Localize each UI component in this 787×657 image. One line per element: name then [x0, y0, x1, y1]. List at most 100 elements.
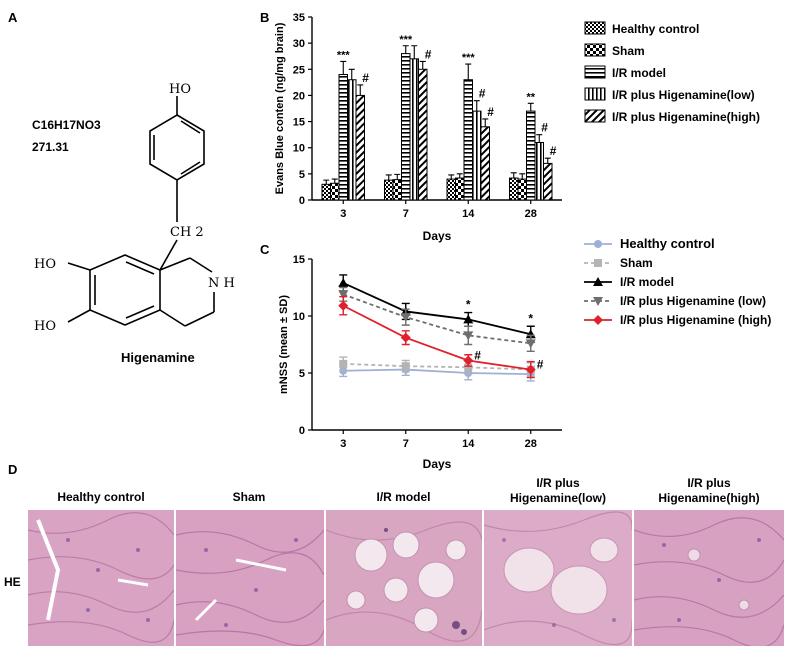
bar-sham-day-7 — [392, 179, 402, 201]
line-point-sham — [401, 362, 410, 371]
line-path-i-r-plus-higenamine-low — [342, 293, 531, 345]
line-path-i-r-plus-higenamine-high — [342, 304, 531, 371]
bar-error-bar — [348, 68, 355, 80]
he-image-ir-higenamine-high — [634, 510, 784, 646]
line-x-tick-label: 28 — [525, 438, 537, 450]
bar-error-bar — [448, 174, 455, 180]
bar-y-tick-label: 10 — [293, 143, 305, 155]
bar-healthy-control-day-7 — [384, 179, 394, 201]
line-annotation: * — [466, 298, 471, 312]
bar-sham-day-3 — [330, 182, 340, 201]
bar-error-bar — [536, 134, 543, 143]
atom-oh-top: HO — [169, 82, 191, 97]
bar-i-r-model-day-28 — [526, 110, 536, 201]
bar-error-bar — [385, 174, 392, 181]
bar-error-bar — [411, 45, 418, 59]
bar-error-bar — [527, 102, 534, 112]
bar-y-tick-label: 25 — [293, 64, 305, 76]
line-y-tick-label: 10 — [293, 311, 305, 323]
line-annotation: # — [474, 348, 481, 362]
atom-nh: N H — [208, 276, 235, 291]
line-point-i-r-plus-higenamine-low — [463, 331, 474, 341]
bar-i-r-model-day-14 — [463, 79, 473, 201]
he-image-ir-model — [326, 510, 482, 646]
bar-error-bar — [394, 173, 401, 180]
atom-ch2: CH 2 — [170, 225, 204, 240]
line-annotation: # — [537, 358, 544, 372]
bar-annotation: # — [479, 87, 486, 101]
bar-i-r-plus-higenamine-high-day-7 — [418, 68, 428, 201]
line-series-i-r-plus-higenamine-high — [338, 295, 536, 379]
bar-error-bar — [519, 173, 526, 180]
bar-x-tick-label: 3 — [340, 208, 346, 220]
bar-legend-label-healthy-control: Healthy control — [612, 22, 699, 36]
line-point-i-r-plus-higenamine-low — [338, 290, 349, 300]
he-title-ir-model: I/R model — [376, 490, 431, 504]
line-point-sham — [339, 359, 348, 368]
line-y-tick-label: 15 — [293, 254, 305, 266]
bar-legend-swatch-i-r-plus-higenamine-low — [584, 87, 606, 101]
line-legend-marker-i-r-plus-higenamine-high — [593, 315, 603, 325]
atom-ho-1: HO — [34, 257, 56, 272]
line-legend-marker-healthy-control — [594, 240, 602, 248]
bar-annotation: # — [425, 47, 432, 61]
line-legend-marker-i-r-plus-higenamine-low — [593, 297, 603, 306]
line-legend-label-healthy-control: Healthy control — [620, 236, 715, 251]
line-point-i-r-plus-higenamine-high — [338, 300, 349, 311]
chemical-structure: HO CH 2 HO HO N H — [34, 82, 235, 334]
panel-a-label: A — [8, 10, 18, 25]
bar-legend-label-i-r-model: I/R model — [612, 66, 666, 80]
bar-error-bar — [331, 178, 338, 184]
bar-error-bar — [402, 45, 409, 54]
line-y-tick-label: 5 — [299, 368, 305, 380]
bar-y-tick-label: 20 — [293, 90, 305, 102]
bar-error-bar — [357, 84, 364, 96]
bar-legend-label-i-r-plus-higenamine-low: I/R plus Higenamine(low) — [612, 88, 755, 102]
bar-legend-swatch-i-r-plus-higenamine-high — [584, 109, 606, 123]
bar-i-r-plus-higenamine-low-day-14 — [472, 110, 482, 201]
bar-error-bar — [419, 60, 426, 70]
bar-error-bar — [323, 179, 330, 185]
he-image-sham — [176, 510, 324, 646]
panel-b-label: B — [260, 10, 270, 25]
he-image-healthy-control — [28, 510, 174, 646]
he-title-healthy-control: Healthy control — [57, 490, 145, 504]
stain-label-he: HE — [4, 575, 21, 589]
line-point-i-r-model — [463, 314, 474, 324]
bar-i-r-plus-higenamine-low-day-28 — [534, 141, 544, 201]
line-path-sham — [343, 362, 531, 371]
bar-y-tick-label: 30 — [293, 38, 305, 50]
bar-i-r-plus-higenamine-low-day-7 — [409, 58, 419, 201]
bar-sham-day-28 — [517, 178, 527, 201]
bar-legend-swatch-healthy-control — [584, 21, 606, 35]
compound-name: Higenamine — [121, 350, 195, 365]
he-title-ir-higenamine-low: I/R plus Higenamine(low) — [509, 476, 606, 505]
bar-x-tick-label: 28 — [525, 208, 537, 220]
line-x-tick-label: 14 — [462, 438, 475, 450]
bar-i-r-plus-higenamine-high-day-3 — [355, 94, 365, 201]
atom-ho-2: HO — [34, 319, 56, 334]
bar-annotation: *** — [399, 34, 413, 46]
bar-healthy-control-day-28 — [509, 177, 519, 201]
bar-annotation: # — [541, 121, 548, 135]
line-point-sham — [464, 363, 473, 372]
bar-annotation: # — [362, 71, 369, 85]
bar-error-bar — [340, 60, 347, 75]
line-legend-label-sham: Sham — [620, 256, 653, 270]
bar-y-tick-label: 15 — [293, 117, 305, 129]
he-image-ir-higenamine-low — [484, 510, 632, 646]
line-point-i-r-plus-higenamine-high — [463, 355, 474, 366]
bar-annotation: # — [550, 144, 557, 158]
line-point-i-r-plus-higenamine-high — [525, 364, 536, 375]
line-legend-label-i-r-plus-higenamine-high: I/R plus Higenamine (high) — [620, 313, 771, 327]
bar-healthy-control-day-3 — [321, 183, 331, 201]
line-chart-mnss: 0 5 10 15 3 7 14 28 * * # # Days mNSS (mean ± SD) Heal… — [278, 236, 771, 471]
bar-error-bar — [482, 118, 489, 127]
bar-healthy-control-day-14 — [446, 178, 456, 201]
line-x-tick-label: 3 — [340, 438, 346, 450]
line-legend-label-i-r-model: I/R model — [620, 275, 674, 289]
line-series-i-r-model — [338, 274, 536, 343]
molecular-formula: C16H17NO3 — [32, 118, 101, 132]
bar-sham-day-14 — [455, 177, 465, 201]
